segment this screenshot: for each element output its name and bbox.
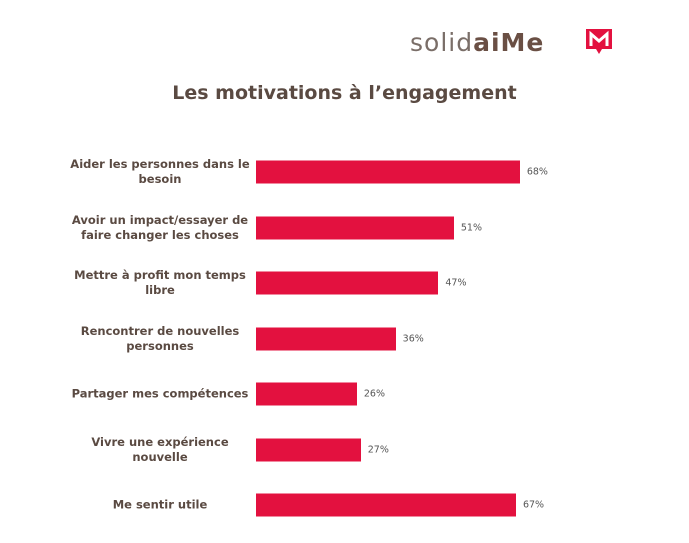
bar — [256, 327, 396, 350]
value-label: 67% — [522, 499, 545, 511]
logo-icon — [586, 29, 612, 54]
bar — [256, 382, 357, 406]
bar — [256, 216, 454, 239]
value-label: 47% — [445, 277, 467, 289]
category-label: Aider les personnes dans le besoin — [70, 157, 250, 186]
chart-title: Les motivations à l’engagement — [172, 82, 517, 104]
bar — [256, 160, 520, 184]
logo-text-bold: aiMe — [473, 28, 545, 57]
value-label: 68% — [526, 166, 548, 178]
category-label: Vivre une expérience nouvelle — [91, 434, 229, 464]
value-label: 27% — [367, 444, 389, 455]
category-label: Avoir un impact/essayer de faire changer… — [71, 212, 249, 242]
category-label: Partager mes compétences — [71, 386, 249, 401]
category-label: Rencontrer de nouvelles personnes — [80, 323, 240, 353]
logo-text: solid — [410, 28, 474, 57]
logo: solidaiMe — [410, 28, 544, 57]
value-label: 26% — [363, 388, 385, 400]
value-label: 51% — [460, 222, 482, 233]
category-label: Me sentir utile — [112, 497, 208, 512]
bar — [256, 493, 516, 517]
category-label: Mettre à profit mon temps libre — [74, 268, 246, 297]
value-label: 36% — [402, 333, 424, 344]
bar — [256, 271, 439, 295]
bar — [256, 438, 361, 461]
